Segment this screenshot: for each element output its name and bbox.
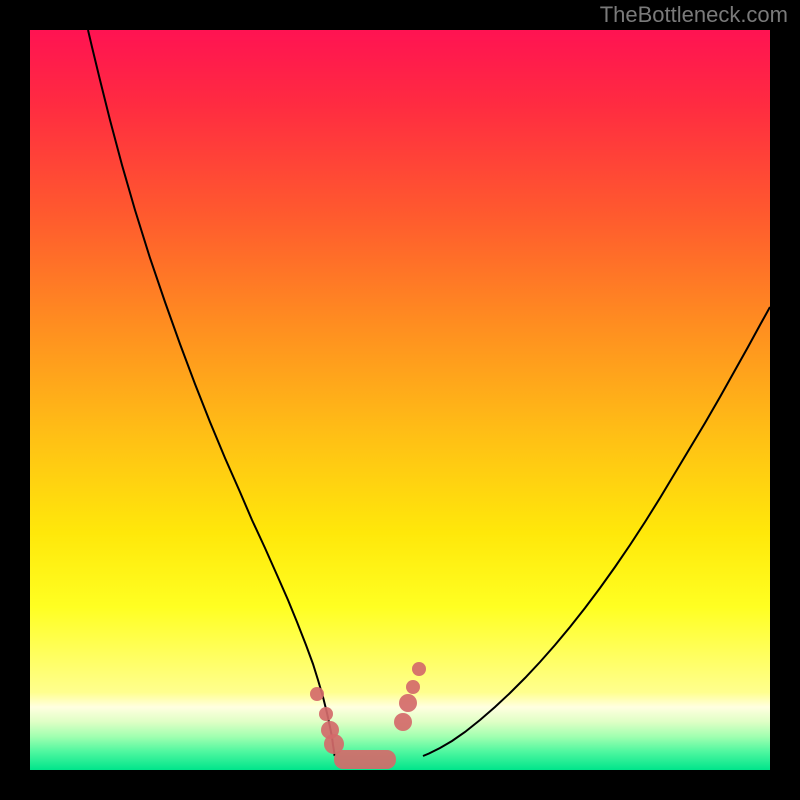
gradient-background — [30, 30, 770, 770]
marker-right-1 — [406, 680, 420, 694]
plot-area — [30, 30, 770, 770]
marker-right-3 — [394, 713, 412, 731]
marker-right-0 — [412, 662, 426, 676]
marker-right-2 — [399, 694, 417, 712]
chart-svg — [30, 30, 770, 770]
marker-left-0 — [310, 687, 324, 701]
marker-left-3 — [324, 734, 344, 754]
marker-left-1 — [319, 707, 333, 721]
marker-bottom-bar — [334, 750, 396, 769]
watermark-text: TheBottleneck.com — [600, 2, 788, 28]
